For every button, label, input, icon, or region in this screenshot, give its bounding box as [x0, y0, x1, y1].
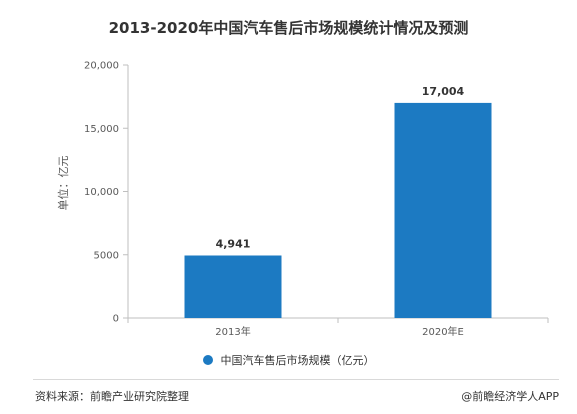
y-tick-label: 0	[113, 314, 119, 325]
y-tick-label: 10,000	[84, 187, 119, 198]
data-labels: 4,941 17,004	[216, 85, 465, 251]
chart-title: 2013-2020年中国汽车售后市场规模统计情况及预测	[108, 19, 469, 37]
credit-note: @前瞻经济学人APP	[461, 390, 559, 403]
source-note: 资料来源：前瞻产业研究院整理	[35, 390, 189, 403]
bar-value-label: 4,941	[216, 237, 251, 250]
y-tick-label: 20,000	[84, 61, 119, 72]
axes: 0 5000 10,000 15,000 20,000 2013年 2020年E	[84, 61, 549, 338]
legend-swatch	[202, 355, 213, 365]
bars	[184, 102, 492, 318]
y-tick-label: 5000	[94, 250, 119, 261]
bar-value-label: 17,004	[422, 85, 465, 98]
x-tick-label: 2013年	[215, 325, 250, 338]
bar	[184, 255, 282, 318]
legend: 中国汽车售后市场规模（亿元）	[0, 352, 577, 368]
x-tick-label: 2020年E	[422, 325, 464, 338]
bar	[394, 102, 492, 318]
footer-divider	[33, 379, 559, 380]
legend-label: 中国汽车售后市场规模（亿元）	[220, 354, 375, 367]
y-tick-label: 15,000	[84, 124, 119, 135]
